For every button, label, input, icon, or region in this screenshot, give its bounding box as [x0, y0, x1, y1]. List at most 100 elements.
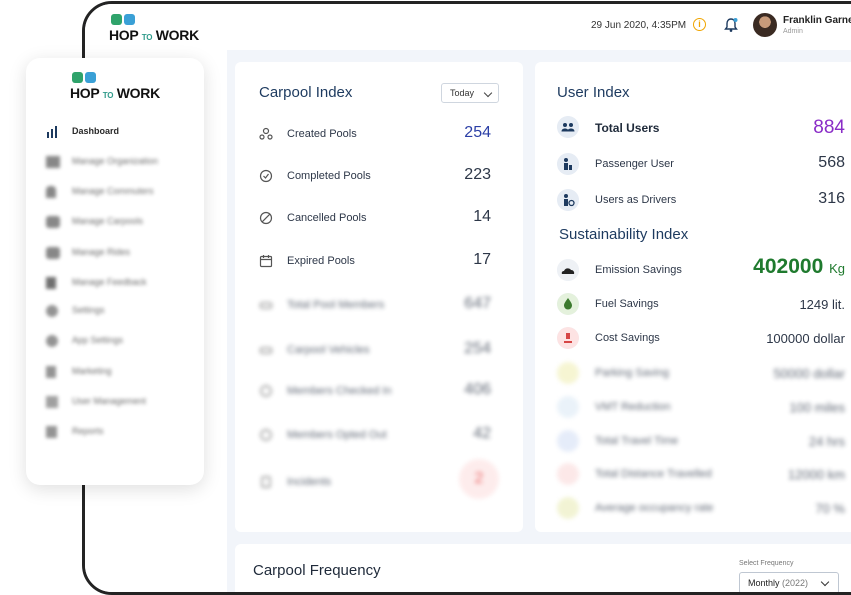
total-travel-time-row[interactable]: Total Travel Time 24 hrs	[535, 428, 851, 458]
row-label: Passenger User	[595, 158, 674, 170]
sidebar-item-manage-carpools[interactable]: Manage Carpools	[46, 214, 196, 232]
logo-text: HOP TO WORK	[109, 27, 199, 43]
sidebar-item-dashboard[interactable]: Dashboard	[46, 124, 196, 142]
frequency-year: (2022)	[782, 578, 809, 588]
ban-icon	[259, 211, 273, 225]
row-value: 316	[818, 190, 845, 207]
passenger-icon	[557, 153, 579, 175]
sidebar-item-manage-feedback[interactable]: Manage Feedback	[46, 275, 196, 293]
sidebar-item-label: Manage Carpools	[72, 216, 144, 226]
average-occupancy-row[interactable]: Average occupancy rate 70 %	[535, 495, 851, 525]
cloud-icon	[557, 259, 579, 281]
passenger-user-row[interactable]: Passenger User 568	[535, 151, 851, 181]
incident-count-badge[interactable]: 2	[459, 459, 499, 499]
sidebar-item-reports[interactable]: Reports	[46, 424, 196, 442]
total-users-row[interactable]: Total Users 884	[535, 114, 851, 144]
bell-icon[interactable]	[723, 17, 739, 33]
sidebar-item-label: Manage Organization	[72, 156, 159, 166]
emission-unit: Kg	[829, 261, 845, 276]
row-label: Users as Drivers	[595, 194, 677, 206]
row-value: 568	[818, 154, 845, 171]
sidebar-item-marketing[interactable]: Marketing	[46, 364, 196, 382]
sidebar-item-user-management[interactable]: User Management	[46, 394, 196, 412]
expired-pools-row[interactable]: Expired Pools 17	[235, 246, 523, 276]
gear-icon	[46, 335, 58, 347]
members-checked-in-row[interactable]: Members Checked In 406	[235, 376, 523, 406]
completed-pools-row[interactable]: Completed Pools 223	[235, 161, 523, 191]
select-frequency-label: Select Frequency	[739, 560, 794, 567]
row-label: Expired Pools	[287, 255, 355, 267]
total-distance-row[interactable]: Total Distance Travelled 12000 km	[535, 461, 851, 491]
row-label: Completed Pools	[287, 170, 371, 182]
row-label: Cost Savings	[595, 332, 660, 344]
row-value: 42	[473, 425, 491, 442]
today-filter-dropdown[interactable]: Today	[441, 83, 499, 103]
total-pool-members-row[interactable]: Total Pool Members 647	[235, 290, 523, 320]
incidents-row[interactable]: Incidents 2	[235, 459, 523, 499]
sidebar-item-manage-commuters[interactable]: Manage Commuters	[46, 184, 196, 202]
topbar: 29 Jun 2020, 4:35PM i Franklin Garner Ad…	[227, 4, 851, 50]
person-icon	[46, 186, 56, 198]
row-label: Cancelled Pools	[287, 212, 367, 224]
carpool-frequency-card: Carpool Frequency Select Frequency Month…	[235, 544, 851, 592]
driver-icon	[557, 189, 579, 211]
emission-number: 402000	[753, 255, 824, 278]
gear-icon	[46, 305, 58, 317]
row-label: VMT Reduction	[595, 401, 671, 413]
user-name[interactable]: Franklin Garner	[783, 15, 851, 26]
sidebar-item-label: User Management	[72, 396, 147, 406]
sidebar-item-label: Reports	[72, 426, 104, 436]
datetime: 29 Jun 2020, 4:35PM	[591, 20, 687, 31]
location-pin-icon	[557, 463, 579, 485]
sidebar-logo: HOP TO WORK	[70, 72, 160, 101]
check-circle-icon	[259, 169, 273, 183]
row-value: 14	[473, 208, 491, 225]
car-icon	[259, 302, 273, 309]
row-label: Total Users	[595, 121, 660, 135]
pool-icon	[259, 127, 273, 140]
sidebar-card: HOP TO WORK Dashboard Manage Organizatio…	[26, 58, 204, 485]
car-icon	[46, 247, 60, 259]
carpool-vehicles-row[interactable]: Carpool Vehicles 254	[235, 335, 523, 365]
car-icon	[46, 216, 60, 228]
row-value: 24 hrs	[808, 434, 845, 449]
sidebar-item-settings[interactable]: Settings	[46, 303, 196, 321]
info-icon[interactable]: i	[693, 18, 706, 31]
sidebar-item-app-settings[interactable]: App Settings	[46, 333, 196, 351]
carpool-frequency-title: Carpool Frequency	[253, 562, 381, 579]
users-icon	[46, 396, 58, 408]
users-as-drivers-row[interactable]: Users as Drivers 316	[535, 187, 851, 217]
bar-chart-icon	[47, 126, 57, 138]
row-label: Parking Saving	[595, 367, 669, 379]
vmt-reduction-row[interactable]: VMT Reduction 100 miles	[535, 394, 851, 424]
emission-savings-row[interactable]: Emission Savings 402000 Kg	[535, 255, 851, 287]
app-logo: HOP TO WORK	[109, 14, 199, 43]
money-hand-icon	[557, 327, 579, 349]
parking-saving-row[interactable]: Parking Saving 50000 dollar	[535, 360, 851, 390]
report-icon	[46, 426, 57, 438]
sidebar-item-label: Manage Rides	[72, 247, 131, 257]
today-filter-value: Today	[450, 88, 475, 98]
occupancy-icon	[557, 497, 579, 519]
row-value: 1249 lit.	[799, 297, 845, 312]
user-index-card: User Index Total Users 884 Passenger Use…	[535, 62, 851, 532]
fuel-savings-row[interactable]: Fuel Savings 1249 lit.	[535, 291, 851, 321]
cancelled-pools-row[interactable]: Cancelled Pools 14	[235, 203, 523, 233]
carpool-index-card: Carpool Index Today Created Pools 254 Co…	[235, 62, 523, 532]
sidebar-item-manage-rides[interactable]: Manage Rides	[46, 245, 196, 263]
sidebar-item-label: Manage Commuters	[72, 186, 154, 196]
row-label: Average occupancy rate	[595, 502, 714, 514]
user-role: Admin	[783, 28, 803, 35]
calendar-icon	[259, 255, 273, 268]
created-pools-row[interactable]: Created Pools 254	[235, 119, 523, 149]
frequency-select[interactable]: Monthly (2022)	[739, 572, 839, 592]
fuel-drop-icon	[557, 293, 579, 315]
sustainability-index-title: Sustainability Index	[559, 226, 689, 243]
sidebar-item-label: App Settings	[72, 335, 124, 345]
members-opted-out-row[interactable]: Members Opted Out 42	[235, 420, 523, 450]
row-label: Emission Savings	[595, 264, 682, 276]
sidebar-item-manage-organization[interactable]: Manage Organization	[46, 154, 196, 172]
cost-savings-row[interactable]: Cost Savings 100000 dollar	[535, 325, 851, 355]
row-label: Members Opted Out	[287, 429, 387, 441]
avatar[interactable]	[753, 13, 777, 37]
